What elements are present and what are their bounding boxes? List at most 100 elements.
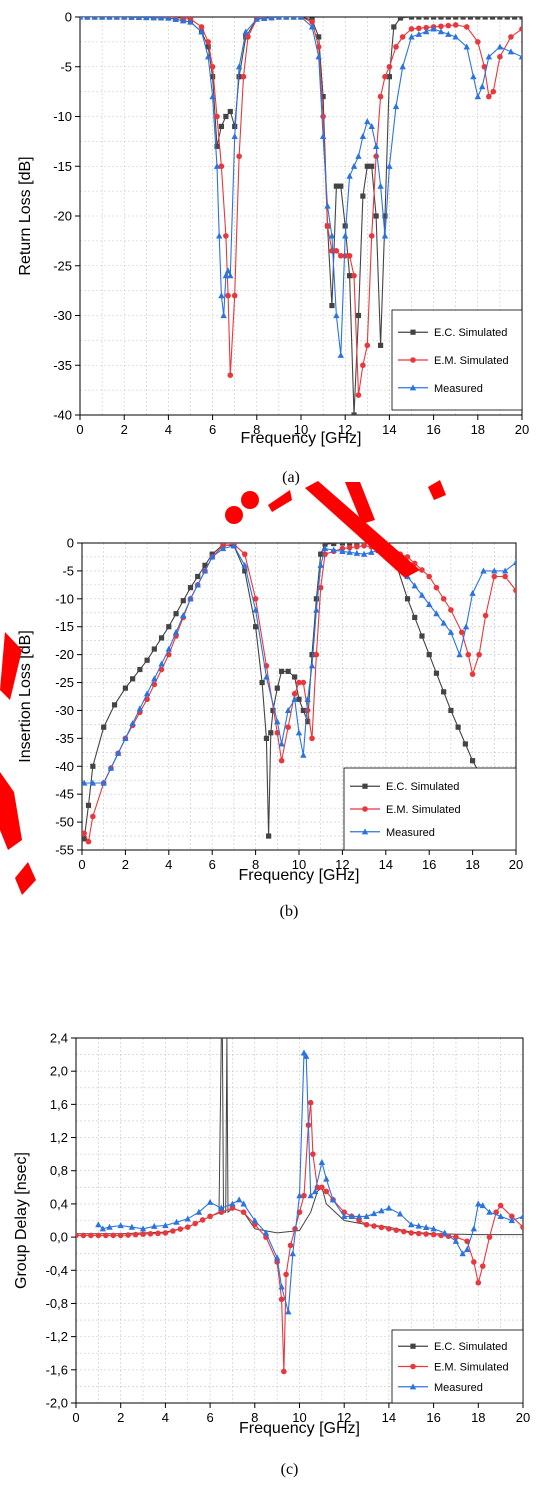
data-point-circle [158,666,165,673]
x-tick-label: 12 [338,422,352,437]
data-point-triangle [151,675,158,682]
data-point-triangle [285,1308,292,1315]
data-point-triangle [470,1225,478,1232]
y-tick-label: 2,0 [50,1064,68,1079]
data-point-square [373,213,379,219]
data-point-circle [337,253,344,259]
data-point-circle [393,1227,400,1233]
data-point-circle [231,292,238,299]
data-point-triangle [180,612,187,619]
data-point-triangle [328,232,336,239]
data-point-triangle [512,559,516,566]
data-point-circle [486,93,492,100]
data-point-square [338,183,344,189]
data-point-circle [285,724,291,730]
red-dot-mark [241,491,259,509]
x-tick-label: 16 [422,857,436,872]
x-tick-label: 4 [162,1410,169,1425]
data-point-circle [309,19,315,25]
data-point-circle [362,806,368,812]
data-point-triangle [485,53,493,60]
x-tick-label: 14 [382,422,396,437]
x-tick-label: 12 [335,857,349,872]
data-point-triangle [136,705,144,712]
data-point-circle [433,584,440,591]
data-point-triangle [201,567,209,574]
series-group [82,543,516,845]
data-point-triangle [235,63,243,70]
data-point-triangle [341,1212,348,1219]
data-point-circle [292,1225,298,1232]
data-point-circle [207,1213,213,1220]
data-point-triangle [89,779,97,786]
data-point-triangle [98,17,106,20]
data-point-triangle [372,142,380,149]
data-point-triangle [172,17,179,22]
data-point-triangle [311,1188,319,1195]
data-point-triangle [308,662,316,669]
y-tick-label: -1,2 [46,1329,68,1344]
data-point-triangle [304,695,311,702]
x-tick-label: 10 [292,857,306,872]
data-point-triangle [206,1198,214,1205]
data-point-triangle [194,581,201,588]
data-point-circle [520,1224,523,1230]
data-point-square [455,724,461,730]
data-point-circle [419,567,425,573]
data-point-circle [225,292,231,299]
data-point-circle [324,223,331,229]
data-point-triangle [260,17,268,21]
data-point-square [431,17,437,20]
data-point-square [333,183,339,189]
data-point-triangle [355,1212,363,1219]
data-point-triangle [324,202,331,209]
data-point-circle [430,1231,437,1238]
x-tick-label: 0 [76,422,83,437]
data-point-triangle [303,1052,310,1059]
data-point-triangle [377,182,384,189]
data-point-circle [408,26,415,32]
data-point-triangle [342,232,349,239]
data-point-triangle [216,232,223,239]
data-point-triangle [195,1208,203,1215]
data-point-triangle [220,312,227,319]
data-point-square [158,635,165,641]
x-tick-label: 16 [426,1410,440,1425]
data-point-triangle [486,1208,493,1215]
data-point-square [377,342,384,348]
data-point-circle [147,1230,154,1237]
data-point-square [279,668,285,674]
data-point-circle [364,342,371,349]
data-point-square [300,707,306,714]
data-point-square [462,741,468,747]
data-point-circle [323,1188,330,1195]
data-point-square [195,573,201,580]
data-point-square [351,412,357,415]
data-point-circle [490,88,497,95]
x-tick-label: 18 [471,422,485,437]
data-point-circle [82,830,87,837]
data-point-triangle [263,673,270,680]
data-point-circle [103,1232,109,1239]
data-point-circle [386,1225,392,1232]
data-point-triangle [218,292,225,299]
data-point-triangle [415,1222,422,1229]
data-point-triangle [463,1246,471,1253]
data-point-circle [90,813,96,820]
data-point-circle [373,153,379,160]
data-point-triangle [291,695,298,702]
y-tick-label: -2,0 [46,1396,68,1411]
data-point-circle [140,1231,146,1237]
data-point-triangle [346,548,353,555]
data-point-circle [491,573,498,580]
data-point-square [313,596,319,602]
data-point-circle [354,543,360,550]
data-point-square [236,74,242,80]
data-point-circle [229,1205,236,1211]
data-point-triangle [91,17,98,20]
data-point-circle [363,1221,370,1228]
data-point-triangle [459,1250,466,1257]
data-point-circle [452,22,459,28]
x-tick-label: 20 [509,857,523,872]
red-stripe-mark [15,862,36,895]
